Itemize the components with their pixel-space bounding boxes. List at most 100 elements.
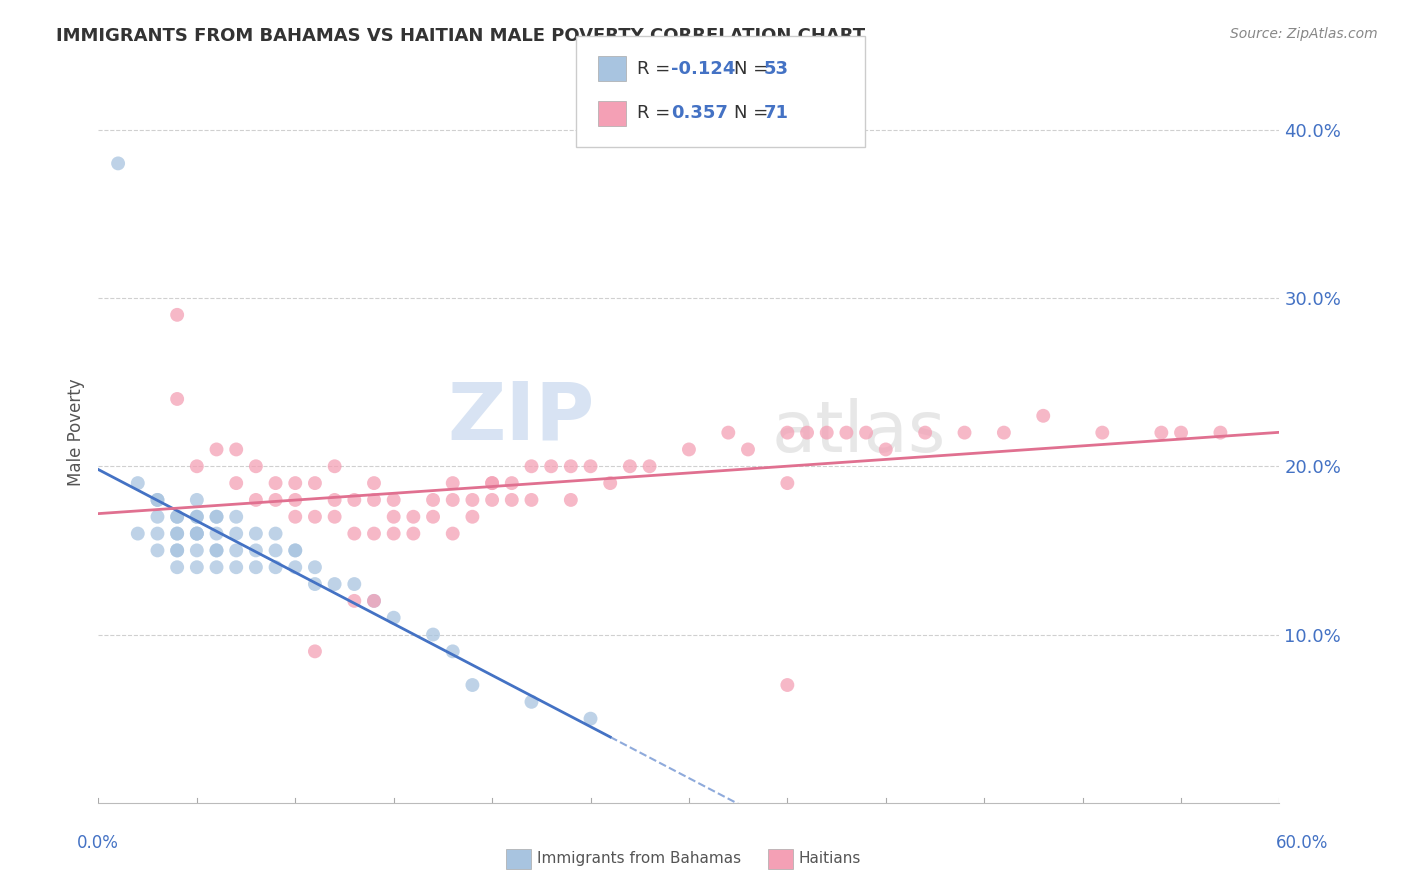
Point [363,594,385,608]
Point [363,594,385,608]
Point [245,492,267,507]
Point [343,526,366,541]
Point [186,560,208,574]
Point [323,509,346,524]
Point [146,492,169,507]
Point [441,476,464,491]
Point [1150,425,1173,440]
Point [540,459,562,474]
Point [323,577,346,591]
Text: N =: N = [734,60,773,78]
Point [520,695,543,709]
Point [382,509,405,524]
Point [363,476,385,491]
Point [284,476,307,491]
Point [245,560,267,574]
Text: N =: N = [734,104,773,122]
Point [284,543,307,558]
Point [225,560,247,574]
Point [776,476,799,491]
Point [461,492,484,507]
Point [264,526,287,541]
Point [875,442,897,457]
Point [1091,425,1114,440]
Point [638,459,661,474]
Point [284,560,307,574]
Point [245,543,267,558]
Point [382,492,405,507]
Point [205,526,228,541]
Point [382,610,405,624]
Point [166,509,188,524]
Point [304,560,326,574]
Point [796,425,818,440]
Point [186,492,208,507]
Point [481,476,503,491]
Point [146,492,169,507]
Point [146,526,169,541]
Text: 71: 71 [763,104,789,122]
Point [776,678,799,692]
Point [678,442,700,457]
Point [264,560,287,574]
Point [166,308,188,322]
Point [1170,425,1192,440]
Text: Immigrants from Bahamas: Immigrants from Bahamas [537,851,741,865]
Point [560,492,582,507]
Point [481,492,503,507]
Point [815,425,838,440]
Point [402,526,425,541]
Point [205,543,228,558]
Point [579,712,602,726]
Point [441,492,464,507]
Point [186,509,208,524]
Point [382,526,405,541]
Point [363,492,385,507]
Text: -0.124: -0.124 [671,60,735,78]
Point [205,509,228,524]
Point [776,425,799,440]
Text: 0.0%: 0.0% [77,834,120,852]
Point [205,543,228,558]
Point [343,594,366,608]
Y-axis label: Male Poverty: Male Poverty [66,379,84,486]
Point [520,459,543,474]
Point [107,156,129,170]
Point [245,526,267,541]
Point [284,543,307,558]
Point [343,577,366,591]
Point [323,492,346,507]
Point [481,476,503,491]
Point [166,392,188,406]
Point [501,492,523,507]
Point [205,509,228,524]
Point [619,459,641,474]
Point [363,526,385,541]
Point [284,492,307,507]
Point [461,509,484,524]
Point [225,543,247,558]
Point [166,526,188,541]
Text: 0.357: 0.357 [671,104,727,122]
Point [186,459,208,474]
Point [225,509,247,524]
Point [264,476,287,491]
Point [166,560,188,574]
Point [284,509,307,524]
Point [205,560,228,574]
Point [520,492,543,507]
Point [186,526,208,541]
Point [146,509,169,524]
Point [186,526,208,541]
Point [579,459,602,474]
Point [245,459,267,474]
Text: ZIP: ZIP [447,379,595,457]
Point [205,442,228,457]
Point [1032,409,1054,423]
Point [304,476,326,491]
Point [225,526,247,541]
Point [225,476,247,491]
Point [304,644,326,658]
Point [441,526,464,541]
Point [304,509,326,524]
